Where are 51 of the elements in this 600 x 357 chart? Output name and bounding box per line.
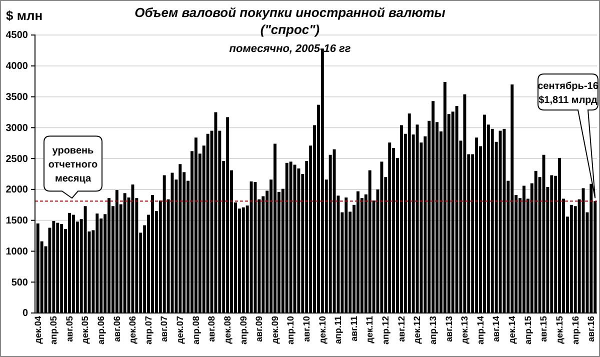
y-tick-label: 4000 <box>6 61 28 72</box>
ref-line-label: уровень отчетного месяца <box>48 146 98 185</box>
x-tick-label: авг.08 <box>206 316 217 342</box>
x-tick-label: дек.11 <box>364 316 375 344</box>
x-tick-label: апр.11 <box>333 316 344 344</box>
x-tick-label: апр.16 <box>570 316 580 344</box>
chart-title: Объем валовой покупки иностранной валюты ("спрос") <box>134 5 446 37</box>
x-tick-label: авг.12 <box>396 316 406 342</box>
x-tick-label: апр.13 <box>428 316 438 344</box>
y-tick-label: 0 <box>22 308 28 320</box>
x-tick-label: авг.05 <box>64 316 74 342</box>
x-tick-label: авг.09 <box>254 316 264 342</box>
x-tick-label: авг.07 <box>159 316 170 342</box>
x-tick-label: дек.13 <box>460 316 470 344</box>
x-tick-label: авг.13 <box>444 316 454 342</box>
x-tick-label: дек.07 <box>175 316 186 344</box>
x-tick-label: дек.14 <box>507 316 518 344</box>
text: помесячно, 2005-16 гг <box>229 43 351 55</box>
x-tick-label: авг.10 <box>302 316 312 342</box>
y-tick-label: 1000 <box>6 246 28 258</box>
y-tick-label: 2000 <box>6 184 28 196</box>
y-tick-label: 2500 <box>6 154 28 165</box>
x-tick-label: дек.08 <box>222 316 232 344</box>
x-tick-label: апр.06 <box>96 316 106 344</box>
x-tick-label: дек.12 <box>412 316 422 344</box>
annotation: сентябрь-16 $1,811 млрд <box>538 81 599 106</box>
x-tick-label: авг.16 <box>586 316 596 342</box>
x-tick-label: авг.06 <box>112 316 122 342</box>
x-tick-label: дек.05 <box>80 316 90 344</box>
x-tick-label: дек.15 <box>554 316 564 344</box>
x-tick-label: апр.10 <box>286 316 296 344</box>
x-tick-label: апр.12 <box>380 316 391 344</box>
x-tick-label: апр.05 <box>48 316 59 344</box>
x-tick-label: дек.10 <box>317 316 328 344</box>
y-axis-title: $ млн <box>6 8 43 23</box>
x-tick-label: дек.04 <box>32 316 43 344</box>
x-tick-label: авг.11 <box>348 316 359 342</box>
x-tick-label: апр.14 <box>475 316 486 344</box>
x-tick-label: авг.14 <box>491 316 502 342</box>
x-tick-label: апр.09 <box>238 316 248 344</box>
x-tick-label: апр.08 <box>190 316 201 344</box>
x-tick-label: дек.09 <box>270 316 280 344</box>
x-tick-label: апр.15 <box>522 316 533 344</box>
y-tick-label: 4500 <box>6 30 28 42</box>
y-tick-label: 3500 <box>6 92 28 103</box>
x-tick-label: апр.07 <box>143 316 154 344</box>
x-tick-label: авг.15 <box>538 316 549 342</box>
y-tick-label: 1500 <box>6 216 28 227</box>
x-tick-label: дек.06 <box>128 316 138 344</box>
y-tick-label: 500 <box>11 277 28 288</box>
y-tick-label: 3000 <box>6 122 28 134</box>
